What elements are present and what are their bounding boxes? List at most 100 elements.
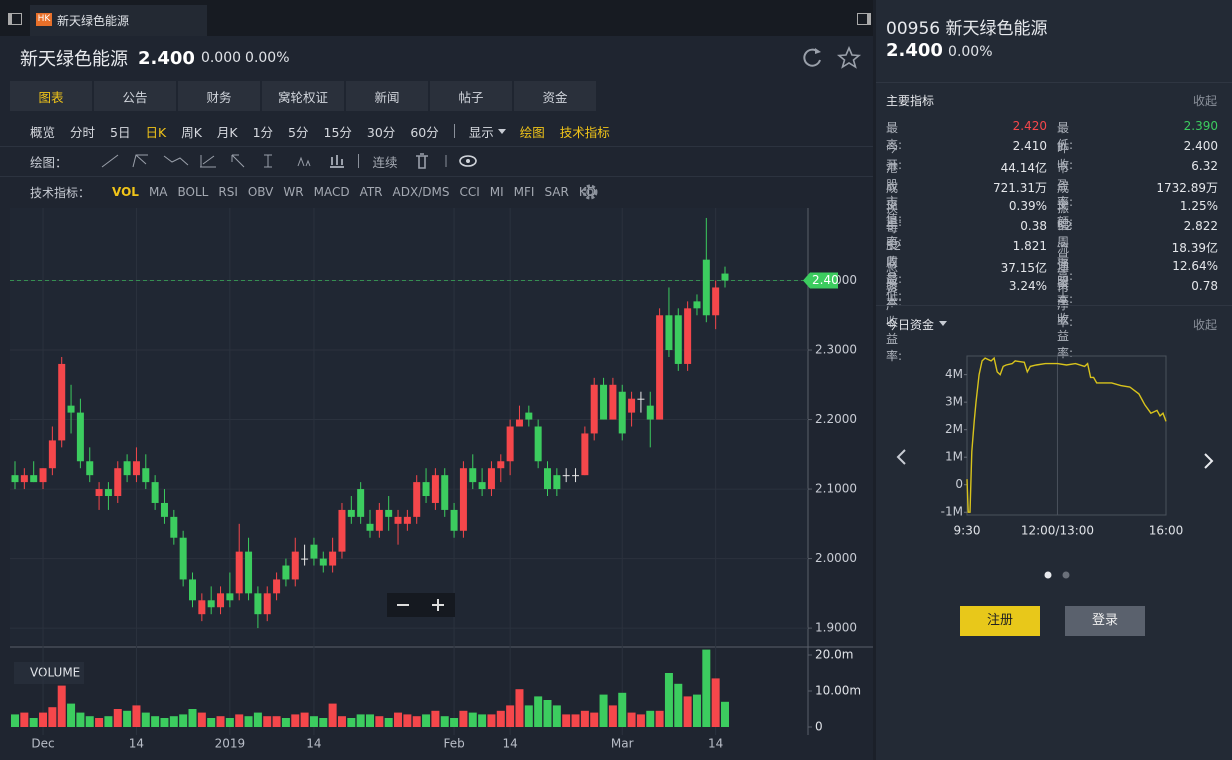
candle-body <box>478 482 486 490</box>
collapse[interactable]: 收起 <box>1193 318 1218 332</box>
metric-value: 721.31万 <box>993 181 1047 195</box>
login-button[interactable]: 登录 <box>1065 606 1145 636</box>
volume-bar <box>655 710 664 727</box>
nav-tab[interactable]: 图表 <box>10 81 92 111</box>
period[interactable]: 月K <box>216 124 238 140</box>
candle-body <box>422 482 430 497</box>
tool-fib[interactable] <box>199 155 216 168</box>
candle-body <box>469 468 477 483</box>
period-bar: 概览 分时 5日 日K 周K 月K 1分 5分 15分 30分 60分 显示 绘图 技术指标 <box>30 122 625 140</box>
metric-value: 1732.89万 <box>1156 181 1218 195</box>
volume-bar <box>618 692 627 727</box>
gear <box>582 184 598 200</box>
tool-line[interactable] <box>101 154 118 168</box>
zoom-out[interactable] <box>397 604 409 606</box>
indicator[interactable]: SAR <box>544 185 569 199</box>
indicator[interactable]: WR <box>283 185 304 199</box>
indicator[interactable]: MACD <box>313 185 350 199</box>
nav-tab[interactable]: 公告 <box>94 81 176 111</box>
indicator[interactable]: ADX/DMS <box>392 185 450 199</box>
indicator[interactable]: BOLL <box>177 185 209 199</box>
candle-body <box>366 523 374 531</box>
metric-value: 2.420 <box>1012 119 1047 133</box>
refresh-icon[interactable] <box>803 48 821 67</box>
indicator[interactable]: OBV <box>247 185 274 199</box>
display-menu[interactable]: 显示 <box>468 124 494 140</box>
indicators-label: 技术指标： <box>30 185 91 200</box>
tool-bars[interactable] <box>329 155 344 168</box>
favorite-icon[interactable] <box>836 46 862 69</box>
candle-body <box>142 468 150 483</box>
indicator[interactable]: MFI <box>513 185 535 199</box>
y-tick-label: 0 <box>955 477 963 491</box>
nav-tab[interactable]: 资金 <box>514 81 596 111</box>
nav-tab[interactable]: 帖子 <box>430 81 512 111</box>
metric-label: 52周最低: <box>886 239 903 303</box>
eye-icon[interactable] <box>458 155 477 167</box>
register-button[interactable]: 注册 <box>960 606 1040 636</box>
panel-toggle[interactable] <box>857 13 871 25</box>
tech-toggle[interactable]: 技术指标 <box>559 124 610 140</box>
continuous[interactable]: 连续 <box>372 154 398 170</box>
period[interactable]: 1分 <box>252 124 274 140</box>
period[interactable]: 周K <box>181 124 202 140</box>
metric-value: 2.822 <box>1183 219 1218 233</box>
indicator[interactable]: RSI <box>218 185 238 199</box>
indicator[interactable]: CCI <box>459 185 480 199</box>
indicator[interactable]: MA <box>148 185 168 199</box>
next-arrow[interactable] <box>1204 453 1214 469</box>
period[interactable]: 15分 <box>323 124 352 140</box>
period[interactable]: 日K <box>145 124 167 140</box>
tool-channel[interactable] <box>132 154 148 168</box>
volume-bar <box>207 718 216 727</box>
panel-toggle[interactable] <box>8 13 22 25</box>
prev-arrow[interactable] <box>896 449 906 465</box>
candle-body <box>235 551 243 594</box>
page-dot[interactable] <box>1062 571 1070 579</box>
metric-label: 昨收: <box>1057 141 1074 172</box>
candle-body <box>431 475 439 503</box>
volume-bar <box>403 714 412 727</box>
volume-bar <box>197 712 206 727</box>
metric-label: 成交量: <box>886 181 903 229</box>
nav-tab[interactable]: 财务 <box>178 81 260 111</box>
volume-bar <box>225 718 234 727</box>
indicator[interactable]: VOL <box>112 185 139 199</box>
funds-title[interactable]: 今日资金 <box>886 316 948 333</box>
volume-bar <box>422 714 431 727</box>
volume-bar <box>440 716 449 727</box>
volume-bar <box>674 683 683 727</box>
price: 2.400 <box>138 47 195 69</box>
period[interactable]: 概览 <box>30 124 56 140</box>
period[interactable]: 5日 <box>110 124 131 140</box>
tab[interactable] <box>30 5 207 36</box>
section-title: 主要指标 <box>886 94 935 108</box>
volume-bar <box>113 709 122 727</box>
tool-wave[interactable] <box>163 155 188 166</box>
indicator[interactable]: MI <box>489 185 504 199</box>
metric-value: 0.78 <box>1191 279 1218 293</box>
collapse[interactable]: 收起 <box>1193 94 1218 108</box>
candle-body <box>637 398 645 400</box>
period[interactable]: 5分 <box>288 124 309 140</box>
x-tick-label: Dec <box>31 737 54 751</box>
period[interactable]: 60分 <box>410 124 439 140</box>
candle-body <box>572 475 580 477</box>
nav-tab[interactable]: 新闻 <box>346 81 428 111</box>
period[interactable]: 分时 <box>70 124 96 140</box>
settings-icon[interactable] <box>580 182 600 202</box>
tool-text[interactable] <box>297 156 310 167</box>
volume-bar <box>562 714 571 727</box>
tool-arrow[interactable] <box>231 154 244 168</box>
page-dot[interactable] <box>1044 571 1052 579</box>
period[interactable]: 30分 <box>366 124 396 140</box>
draw-toggle[interactable]: 绘图 <box>519 124 545 140</box>
tool-measure[interactable] <box>263 154 272 168</box>
volume-bar <box>263 716 272 727</box>
delete-icon[interactable] <box>415 153 428 169</box>
nav-tab[interactable]: 窝轮权证 <box>262 81 344 111</box>
indicator[interactable]: ATR <box>359 185 383 199</box>
volume-bar <box>524 705 533 727</box>
x-tick-label: 12:00/13:00 <box>1021 524 1094 538</box>
volume-bar <box>48 707 57 727</box>
